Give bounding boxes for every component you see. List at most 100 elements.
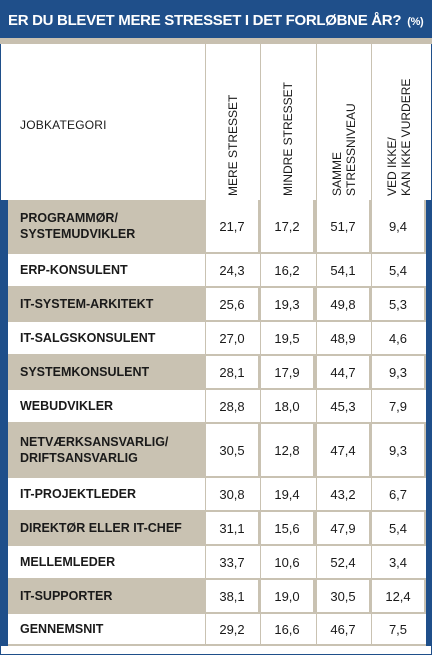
value-cell-background <box>206 200 258 252</box>
row-category-label: WEBUDVIKLER <box>20 399 114 413</box>
row-category-label: MELLEMLEDER <box>20 555 116 569</box>
table-row: NETVÆRKSANSVARLIG/DRIFTSANSVARLIG 30,5 12,… <box>8 424 426 478</box>
table-row: IT-PROJEKTLEDER 30,8 19,4 43,2 6,7 <box>8 478 426 512</box>
table-row: IT-SYSTEM-ARKITEKT 25,6 19,3 49,8 5,3 <box>8 288 426 322</box>
value-cell: 19,5 <box>274 331 300 346</box>
chart-title-text: ER DU BLEVET MERE STRESSET I DET FORLØBN… <box>8 12 402 29</box>
table-row: ERP-KONSULENT 24,3 16,2 54,1 5,4 <box>8 254 426 288</box>
column-divider <box>371 44 372 646</box>
table-row: DIREKTØR ELLER IT-CHEF 31,1 15,6 47,9 5,4 <box>8 512 426 546</box>
value-cell: 33,7 <box>219 555 245 570</box>
table-row: WEBUDVIKLER 28,8 18,0 45,3 7,9 <box>8 390 426 424</box>
value-cell-background <box>372 424 424 476</box>
table-row: IT-SUPPORTER 38,1 19,0 30,5 12,4 <box>8 580 426 614</box>
title-bar: ER DU BLEVET MERE STRESSET I DET FORLØBN… <box>0 0 432 44</box>
column-header: VED IKKE/ KAN IKKE VURDERE <box>375 52 423 196</box>
value-cell-background <box>317 580 369 612</box>
row-category-label: DIREKTØR ELLER IT-CHEF <box>20 521 182 535</box>
value-cell: 15,6 <box>274 521 300 536</box>
value-cell-background <box>261 356 313 388</box>
column-header: SAMME STRESSNIVEAU <box>320 52 368 196</box>
value-cell-background <box>372 356 424 388</box>
value-cell-background <box>206 580 258 612</box>
value-cell: 54,1 <box>330 263 356 278</box>
value-cell: 9,3 <box>388 365 408 380</box>
value-cell: 5,4 <box>388 521 408 536</box>
value-cell: 48,9 <box>330 331 356 346</box>
value-cell-background <box>261 580 313 612</box>
value-cell: 5,4 <box>388 263 408 278</box>
value-cell: 5,3 <box>388 297 408 312</box>
value-cell: 9,3 <box>388 443 408 458</box>
row-category-label: ERP-KONSULENT <box>20 263 128 277</box>
value-cell: 30,5 <box>219 443 245 458</box>
unit-label: (%) <box>407 16 424 28</box>
value-cell: 28,8 <box>219 399 245 414</box>
table-row: GENNEMSNIT 29,2 16,6 46,7 7,5 <box>8 614 426 646</box>
value-cell: 43,2 <box>330 487 356 502</box>
value-cell-background <box>372 288 424 320</box>
value-cell-background <box>261 288 313 320</box>
value-cell-background <box>261 512 313 544</box>
value-cell: 47,9 <box>330 521 356 536</box>
value-cell: 29,2 <box>219 622 245 637</box>
value-cell: 6,7 <box>388 487 408 502</box>
value-cell: 46,7 <box>330 622 356 637</box>
value-cell: 16,2 <box>274 263 300 278</box>
row-category-label: GENNEMSNIT <box>20 622 104 636</box>
column-header: MERE STRESSET <box>209 52 257 196</box>
value-cell: 44,7 <box>330 365 356 380</box>
value-cell: 19,0 <box>274 589 300 604</box>
column-divider <box>316 44 317 646</box>
table-row: MELLEMLEDER 33,7 10,6 52,4 3,4 <box>8 546 426 580</box>
value-cell: 12,4 <box>385 589 411 604</box>
table-row: PROGRAMMØR/SYSTEMUDVIKLER 21,7 17,2 51,7 9,4 <box>8 200 426 254</box>
value-cell: 47,4 <box>330 443 356 458</box>
table-header <box>8 44 426 200</box>
value-cell: 30,8 <box>219 487 245 502</box>
column-header: MINDRE STRESSET <box>264 52 312 196</box>
left-accent-bar <box>0 200 8 646</box>
value-cell: 9,4 <box>388 219 408 234</box>
value-cell: 51,7 <box>330 219 356 234</box>
value-cell-background <box>206 356 258 388</box>
value-cell: 28,1 <box>219 365 245 380</box>
value-cell: 38,1 <box>219 589 245 604</box>
value-cell: 17,9 <box>274 365 300 380</box>
column-divider <box>205 44 206 646</box>
value-cell-background <box>372 200 424 252</box>
value-cell: 4,6 <box>388 331 408 346</box>
row-category-label: IT-SALGSKONSULENT <box>20 331 156 345</box>
value-cell-background <box>206 512 258 544</box>
value-cell-background <box>317 356 369 388</box>
value-cell: 21,7 <box>219 219 245 234</box>
value-cell: 27,0 <box>219 331 245 346</box>
column-divider <box>260 44 261 646</box>
row-category-label: IT-PROJEKTLEDER <box>20 487 136 501</box>
value-cell-background <box>372 580 424 612</box>
value-cell-background <box>261 424 313 476</box>
value-cell-background <box>317 512 369 544</box>
value-cell: 7,5 <box>388 622 408 637</box>
column-header-label: MINDRE STRESSET <box>281 81 295 196</box>
value-cell: 16,6 <box>274 622 300 637</box>
value-cell: 30,5 <box>330 589 356 604</box>
value-cell: 19,3 <box>274 297 300 312</box>
row-category-label: PROGRAMMØR/SYSTEMUDVIKLER <box>20 211 136 241</box>
value-cell: 49,8 <box>330 297 356 312</box>
row-category-label: IT-SUPPORTER <box>20 589 113 603</box>
value-cell: 18,0 <box>274 399 300 414</box>
value-cell-background <box>317 288 369 320</box>
value-cell: 3,4 <box>388 555 408 570</box>
value-cell-background <box>206 288 258 320</box>
table-row: IT-SALGSKONSULENT 27,0 19,5 48,9 4,6 <box>8 322 426 356</box>
column-header-label: SAMME STRESSNIVEAU <box>330 103 358 196</box>
table-row: SYSTEMKONSULENT 28,1 17,9 44,7 9,3 <box>8 356 426 390</box>
value-cell-background <box>261 200 313 252</box>
right-accent-bar <box>426 200 432 646</box>
value-cell-background <box>317 200 369 252</box>
value-cell: 7,9 <box>388 399 408 414</box>
value-cell: 52,4 <box>330 555 356 570</box>
value-cell: 45,3 <box>330 399 356 414</box>
chart-title: ER DU BLEVET MERE STRESSET I DET FORLØBN… <box>8 12 424 29</box>
